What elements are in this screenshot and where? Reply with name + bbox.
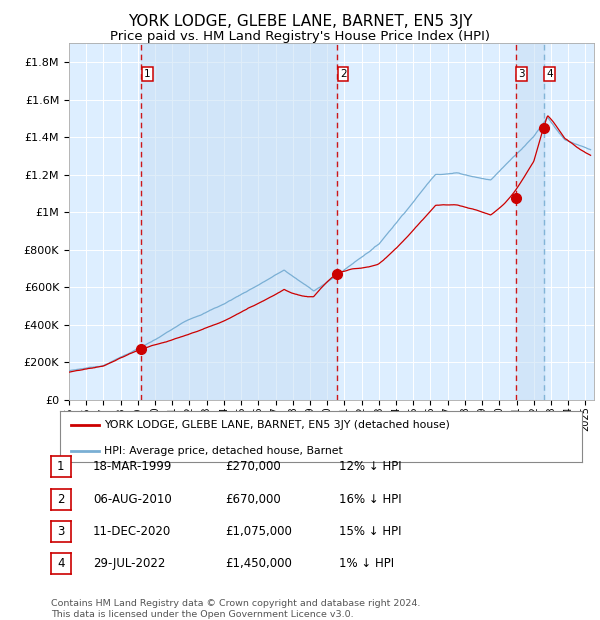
Text: 06-AUG-2010: 06-AUG-2010 (93, 493, 172, 505)
Text: 2: 2 (57, 493, 65, 505)
Text: £270,000: £270,000 (225, 461, 281, 473)
Text: Price paid vs. HM Land Registry's House Price Index (HPI): Price paid vs. HM Land Registry's House … (110, 30, 490, 43)
Text: 1: 1 (57, 461, 65, 473)
Text: 16% ↓ HPI: 16% ↓ HPI (339, 493, 401, 505)
Text: Contains HM Land Registry data © Crown copyright and database right 2024.
This d: Contains HM Land Registry data © Crown c… (51, 600, 421, 619)
Text: YORK LODGE, GLEBE LANE, BARNET, EN5 3JY (detached house): YORK LODGE, GLEBE LANE, BARNET, EN5 3JY … (104, 420, 450, 430)
Text: 1: 1 (144, 69, 151, 79)
Text: 18-MAR-1999: 18-MAR-1999 (93, 461, 172, 473)
Text: 11-DEC-2020: 11-DEC-2020 (93, 525, 171, 538)
Text: 29-JUL-2022: 29-JUL-2022 (93, 557, 166, 570)
Text: HPI: Average price, detached house, Barnet: HPI: Average price, detached house, Barn… (104, 446, 343, 456)
Text: 12% ↓ HPI: 12% ↓ HPI (339, 461, 401, 473)
Text: £670,000: £670,000 (225, 493, 281, 505)
Bar (142, 43, 337, 400)
Text: YORK LODGE, GLEBE LANE, BARNET, EN5 3JY: YORK LODGE, GLEBE LANE, BARNET, EN5 3JY (128, 14, 472, 29)
Text: £1,075,000: £1,075,000 (225, 525, 292, 538)
Text: 15% ↓ HPI: 15% ↓ HPI (339, 525, 401, 538)
Text: 2: 2 (340, 69, 347, 79)
Bar (515, 43, 544, 400)
Text: 4: 4 (57, 557, 65, 570)
Text: 3: 3 (518, 69, 525, 79)
Text: 3: 3 (57, 525, 65, 538)
Text: 1% ↓ HPI: 1% ↓ HPI (339, 557, 394, 570)
Text: £1,450,000: £1,450,000 (225, 557, 292, 570)
Text: 4: 4 (546, 69, 553, 79)
